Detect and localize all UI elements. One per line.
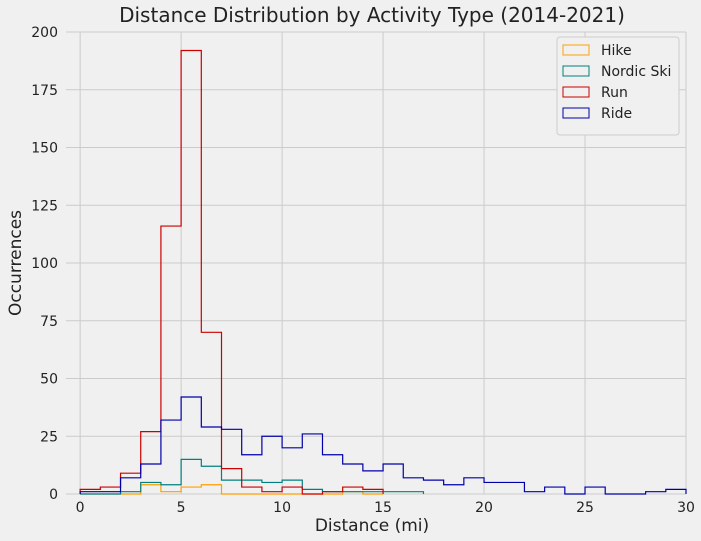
legend-swatch bbox=[562, 65, 590, 77]
legend-box bbox=[556, 36, 680, 136]
y-tick-label: 200 bbox=[31, 25, 58, 41]
legend-swatch bbox=[562, 107, 590, 119]
legend: Hike Nordic Ski Run Ride bbox=[556, 36, 680, 136]
y-tick-label: 0 bbox=[49, 487, 58, 503]
chart-title: Distance Distribution by Activity Type (… bbox=[119, 3, 625, 27]
legend-label: Run bbox=[601, 85, 628, 101]
y-tick-label: 150 bbox=[31, 141, 58, 157]
x-tick-label: 10 bbox=[273, 500, 291, 516]
y-axis-ticks: 0 25 50 75 100 125 150 175 200 bbox=[31, 25, 58, 503]
grid-lines bbox=[66, 31, 687, 495]
x-axis-label: Distance (mi) bbox=[315, 516, 429, 536]
y-tick-label: 125 bbox=[31, 198, 58, 214]
y-tick-label: 75 bbox=[40, 314, 58, 330]
series-ride bbox=[79, 396, 687, 495]
series-outline bbox=[79, 49, 384, 495]
x-tick-label: 15 bbox=[374, 500, 392, 516]
x-tick-label: 30 bbox=[677, 500, 695, 516]
legend-label: Hike bbox=[601, 43, 632, 59]
series-outline bbox=[79, 396, 687, 495]
x-tick-label: 25 bbox=[576, 500, 594, 516]
y-axis-label: Occurrences bbox=[6, 210, 26, 316]
y-tick-label: 25 bbox=[40, 429, 58, 445]
series-run bbox=[79, 49, 384, 495]
histogram-series bbox=[79, 49, 687, 495]
x-axis-ticks: 0 5 10 15 20 25 30 bbox=[76, 500, 695, 516]
x-tick-label: 20 bbox=[475, 500, 493, 516]
y-tick-label: 175 bbox=[31, 83, 58, 99]
y-tick-label: 100 bbox=[31, 256, 58, 272]
y-tick-label: 50 bbox=[40, 372, 58, 388]
x-tick-label: 0 bbox=[76, 500, 85, 516]
legend-label: Nordic Ski bbox=[601, 64, 671, 80]
legend-swatch bbox=[562, 44, 590, 56]
x-tick-label: 5 bbox=[177, 500, 186, 516]
legend-label: Ride bbox=[601, 106, 632, 122]
legend-swatch bbox=[562, 86, 590, 98]
